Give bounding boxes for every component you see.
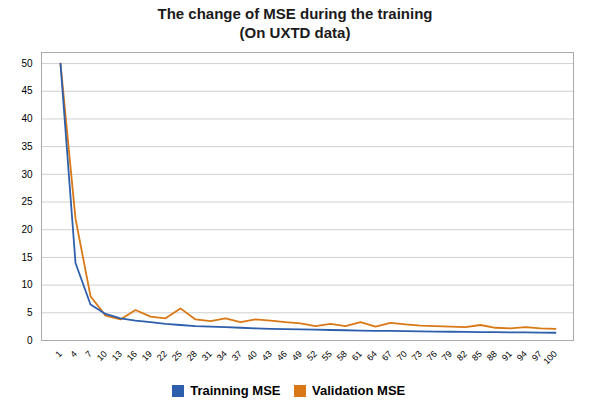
svg-text:34: 34 [215, 349, 229, 363]
svg-text:49: 49 [290, 349, 304, 363]
svg-text:73: 73 [410, 349, 424, 363]
svg-text:19: 19 [140, 349, 154, 363]
html-text:Validation MSE: Validation MSE [312, 383, 406, 398]
svg-text:5: 5 [27, 307, 33, 318]
svg-text:25: 25 [21, 196, 33, 207]
svg-text:7: 7 [83, 349, 94, 360]
svg-text:40: 40 [21, 113, 33, 124]
svg-text:67: 67 [380, 349, 394, 363]
svg-text:100: 100 [541, 349, 559, 367]
svg-text:58: 58 [335, 349, 349, 363]
html-text:The change of MSE during the t: The change of MSE during the training [157, 5, 433, 22]
svg-text:50: 50 [21, 58, 33, 69]
svg-text:25: 25 [170, 349, 184, 363]
svg-text:1: 1 [53, 349, 64, 360]
svg-text:0: 0 [27, 335, 33, 346]
svg-text:82: 82 [455, 349, 469, 363]
svg-text:97: 97 [529, 348, 544, 363]
svg-text:16: 16 [125, 349, 139, 363]
svg-text:55: 55 [320, 349, 334, 363]
svg-text:52: 52 [305, 349, 319, 363]
svg-text:10: 10 [21, 279, 33, 290]
svg-text:61: 61 [350, 349, 364, 363]
svg-text:20: 20 [21, 224, 33, 235]
html-text:Trainning MSE: Trainning MSE [190, 383, 281, 398]
svg-text:91: 91 [500, 349, 514, 363]
svg-text:37: 37 [230, 349, 244, 363]
svg-text:85: 85 [470, 349, 484, 363]
svg-text:15: 15 [21, 252, 33, 263]
svg-text:40: 40 [245, 349, 259, 363]
svg-text:45: 45 [21, 85, 33, 96]
svg-text:64: 64 [365, 349, 379, 363]
svg-text:35: 35 [21, 141, 33, 152]
svg-text:46: 46 [275, 349, 289, 363]
svg-text:76: 76 [425, 349, 439, 363]
svg-text:79: 79 [440, 349, 454, 363]
svg-text:30: 30 [21, 169, 33, 180]
svg-text:43: 43 [260, 349, 274, 363]
svg-text:31: 31 [200, 349, 214, 363]
svg-text:94: 94 [515, 349, 529, 363]
svg-text:22: 22 [155, 349, 169, 363]
html-text:(On UXTD data): (On UXTD data) [239, 24, 351, 41]
svg-text:28: 28 [185, 349, 199, 363]
svg-text:70: 70 [395, 349, 409, 363]
svg-text:4: 4 [68, 349, 79, 360]
svg-text:88: 88 [485, 349, 499, 363]
svg-text:13: 13 [110, 349, 124, 363]
svg-text:10: 10 [95, 349, 109, 363]
